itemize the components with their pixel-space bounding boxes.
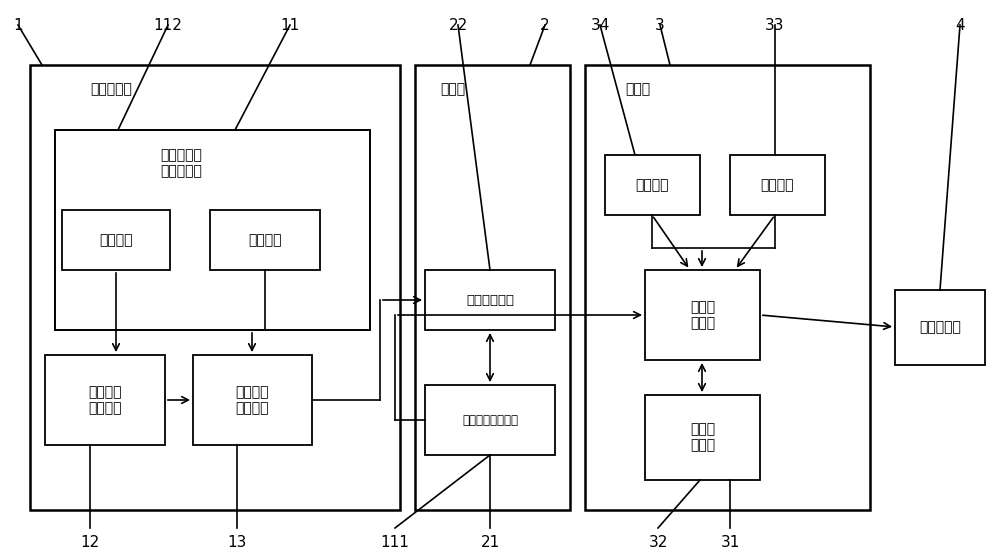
Text: 采集控制层: 采集控制层 bbox=[90, 82, 132, 96]
Text: 手持终端: 手持终端 bbox=[248, 233, 282, 247]
Text: 111: 111 bbox=[381, 535, 409, 550]
Bar bbox=[585, 65, 870, 510]
Text: 调入储位: 调入储位 bbox=[636, 178, 669, 192]
Text: 4: 4 bbox=[955, 18, 965, 33]
Bar bbox=[730, 155, 825, 215]
Bar bbox=[30, 65, 400, 510]
Bar bbox=[55, 130, 370, 330]
Text: 系统前端数
据采集模块: 系统前端数 据采集模块 bbox=[160, 148, 202, 178]
Text: 112: 112 bbox=[154, 18, 182, 33]
Bar bbox=[193, 355, 312, 445]
Text: 调出储位: 调出储位 bbox=[761, 178, 794, 192]
Text: 控制管理
系统模块: 控制管理 系统模块 bbox=[88, 385, 122, 415]
Text: 输出控制
设备模块: 输出控制 设备模块 bbox=[236, 385, 269, 415]
Text: 系统前端设备模块: 系统前端设备模块 bbox=[462, 413, 518, 426]
Text: 33: 33 bbox=[765, 18, 785, 33]
Text: 3: 3 bbox=[655, 18, 665, 33]
Bar bbox=[45, 355, 165, 445]
Bar bbox=[895, 290, 985, 365]
Text: 摄像设备: 摄像设备 bbox=[99, 233, 133, 247]
Bar bbox=[605, 155, 700, 215]
Bar bbox=[210, 210, 320, 270]
Bar bbox=[415, 65, 570, 510]
Text: 2: 2 bbox=[540, 18, 550, 33]
Text: 32: 32 bbox=[648, 535, 668, 550]
Bar bbox=[62, 210, 170, 270]
Text: 通信层: 通信层 bbox=[440, 82, 465, 96]
Text: 1: 1 bbox=[13, 18, 23, 33]
Text: 11: 11 bbox=[280, 18, 300, 33]
Text: 13: 13 bbox=[227, 535, 247, 550]
Text: 系统管
理模块: 系统管 理模块 bbox=[690, 422, 715, 453]
Text: 业务层: 业务层 bbox=[625, 82, 650, 96]
Text: 34: 34 bbox=[590, 18, 610, 33]
Text: 通信网络模块: 通信网络模块 bbox=[466, 294, 514, 306]
Text: 22: 22 bbox=[448, 18, 468, 33]
Bar bbox=[645, 395, 760, 480]
Text: 21: 21 bbox=[480, 535, 500, 550]
Bar bbox=[645, 270, 760, 360]
Text: 仓储管
理模块: 仓储管 理模块 bbox=[690, 300, 715, 330]
Bar bbox=[425, 270, 555, 330]
Text: 综合应用层: 综合应用层 bbox=[919, 320, 961, 334]
Text: 12: 12 bbox=[80, 535, 100, 550]
Bar bbox=[425, 385, 555, 455]
Text: 31: 31 bbox=[720, 535, 740, 550]
